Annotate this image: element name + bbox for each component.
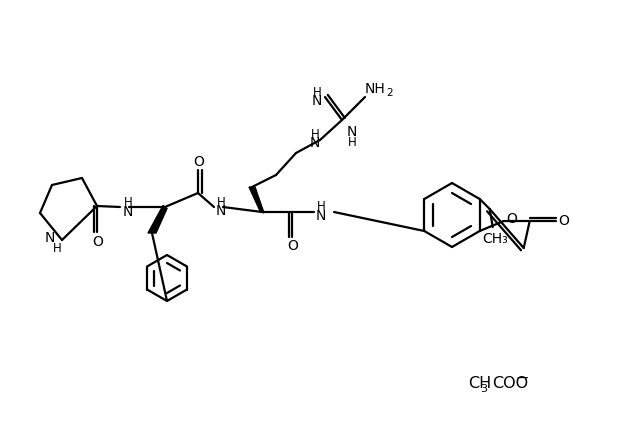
Text: O: O (558, 214, 569, 228)
Text: N: N (310, 136, 320, 150)
Text: O: O (287, 239, 298, 253)
Text: H: H (312, 85, 321, 98)
Polygon shape (148, 206, 167, 233)
Text: H: H (52, 242, 61, 255)
Text: H: H (216, 196, 225, 209)
Text: O: O (93, 235, 104, 249)
Text: 2: 2 (387, 88, 394, 98)
Polygon shape (249, 187, 264, 213)
Text: N: N (347, 125, 357, 139)
Text: H: H (310, 127, 319, 140)
Text: O: O (193, 155, 204, 169)
Text: O: O (506, 212, 517, 226)
Text: N: N (316, 209, 326, 223)
Text: H: H (124, 197, 132, 210)
Text: H: H (317, 200, 325, 213)
Text: H: H (348, 136, 356, 149)
Text: CH: CH (468, 375, 492, 391)
Text: N: N (45, 231, 55, 245)
Text: COO: COO (492, 375, 528, 391)
Text: −: − (515, 371, 529, 385)
Text: CH₃: CH₃ (482, 232, 508, 246)
Text: N: N (123, 205, 133, 219)
Text: NH: NH (365, 82, 385, 96)
Text: 3: 3 (481, 384, 488, 394)
Text: N: N (312, 94, 322, 108)
Text: N: N (216, 204, 226, 218)
